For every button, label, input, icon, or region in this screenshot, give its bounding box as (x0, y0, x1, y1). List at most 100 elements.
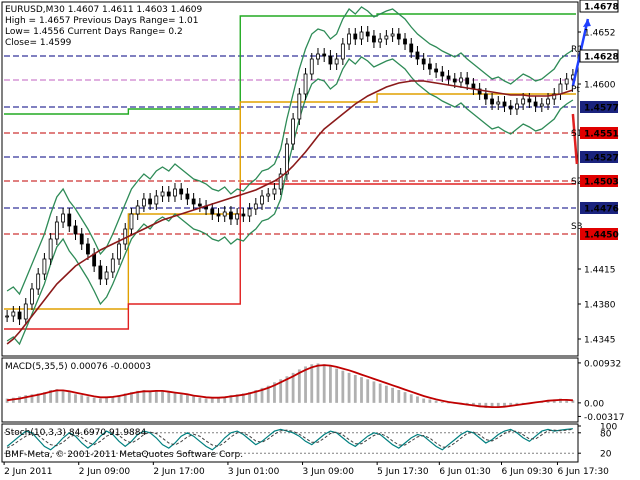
candle-body (235, 213, 240, 220)
macd-bar (434, 400, 438, 403)
candle-body (241, 213, 246, 217)
candle-body (160, 191, 165, 197)
pivot-step-lines (4, 13, 576, 330)
candle-body (539, 103, 544, 107)
time-tick-label: 3 Jun 01:00 (228, 467, 280, 477)
macd-bar (391, 387, 394, 403)
copyright-text: BMF-Meta, © 2001-2011 MetaQuotes Softwar… (5, 450, 243, 460)
price-tick-label: 1.4345 (584, 336, 616, 346)
candle-body (86, 243, 90, 255)
candle-body (117, 243, 121, 260)
price-candles (5, 26, 575, 325)
time-axis: 2 Jun 2011 2 Jun 09:00 2 Jun 17:00 3 Jun 01… (3, 462, 609, 477)
macd-bar (74, 394, 77, 403)
info-line-3: Close= 1.4599 (5, 38, 72, 48)
price-tick-label: 1.4652 (584, 29, 616, 39)
time-tick-label: 5 Jun 17:30 (377, 467, 429, 477)
candle-body (216, 213, 221, 217)
candle-body (291, 118, 296, 145)
candle-body (477, 88, 482, 95)
macd-bar (30, 394, 34, 403)
macd-histogram (5, 363, 575, 408)
macd-bar (279, 379, 283, 403)
stochastic-lines (4, 428, 576, 454)
macd-bar (80, 395, 84, 403)
moving-average (6, 80, 574, 345)
candle-body (340, 43, 345, 60)
macd-bar (285, 376, 289, 403)
candle-body (546, 98, 550, 105)
candle-body (508, 105, 513, 110)
down-arrow-icon (571, 113, 579, 165)
candle-body (515, 103, 519, 110)
price-box (579, 0, 619, 13)
candle-body (403, 38, 407, 45)
price-level-lines (4, 55, 576, 235)
candle-body (222, 211, 227, 217)
price-tick-label: 1.4503 (584, 178, 619, 188)
macd-bar (341, 370, 345, 403)
macd-bar (98, 398, 102, 403)
candle-body (322, 53, 327, 57)
candle-body (427, 63, 432, 70)
candle-body (36, 273, 41, 290)
candle-body (496, 101, 501, 105)
macd-bar (161, 390, 164, 403)
macd-bar (496, 402, 500, 408)
macd-bar (335, 368, 339, 403)
candle-body (334, 58, 339, 65)
candle-body (396, 33, 401, 40)
stoch-tick-label: 100 (600, 423, 617, 433)
price-box (580, 127, 618, 139)
candle-body (191, 198, 196, 205)
price-panel-frame (1, 1, 579, 357)
macd-bar (210, 398, 214, 403)
macd-bar (204, 398, 208, 403)
macd-bar (378, 383, 382, 403)
candle-body (483, 93, 488, 100)
candle-body (229, 211, 233, 220)
macd-bar (260, 387, 264, 403)
candle-body (297, 93, 302, 120)
macd-bar (440, 402, 444, 403)
candle-body (197, 203, 202, 207)
candle-body (390, 33, 395, 37)
macd-bar (310, 364, 314, 403)
stoch-title: Stoch(10,3,3) 84.6970 91.9884 (5, 428, 146, 438)
candle-body (247, 208, 252, 217)
macd-bar (397, 390, 401, 403)
macd-bar (123, 393, 127, 403)
macd-bar (142, 390, 146, 403)
macd-bar (198, 397, 202, 403)
price-tick-label: 1.4476 (584, 205, 619, 215)
up-arrowhead-icon (582, 19, 591, 27)
macd-bar (173, 393, 177, 403)
ma-line (6, 80, 574, 345)
candle-body (365, 31, 370, 37)
time-tick-label: 3 Jun 09:00 (303, 467, 355, 477)
price-box (580, 101, 618, 113)
candle-body (17, 311, 22, 320)
candle-body (253, 203, 258, 210)
price-tick-label: 1.4551 (584, 130, 619, 140)
candle-body (459, 77, 463, 83)
time-tick-label: 2 Jun 09:00 (79, 467, 131, 477)
candle-body (48, 238, 53, 260)
candle-body (30, 288, 34, 305)
candle-body (359, 31, 364, 40)
info-line-1: High = 1.4657 Previous Days Range= 1.01 (5, 16, 198, 26)
candle-body (316, 53, 320, 60)
time-tick-label: 6 Jun 01:30 (439, 467, 491, 477)
macd-bar (384, 385, 388, 403)
macd-bar (192, 396, 196, 403)
macd-signal (6, 364, 573, 408)
macd-bar (347, 372, 351, 403)
candle-body (440, 71, 445, 77)
info-line-2: Low= 1.4556 Current Days Range= 0.2 (5, 27, 183, 37)
candle-body (284, 143, 289, 175)
macd-bar (304, 366, 307, 403)
candle-body (79, 233, 84, 245)
macd-bar (186, 395, 189, 403)
candle-body (278, 173, 283, 190)
